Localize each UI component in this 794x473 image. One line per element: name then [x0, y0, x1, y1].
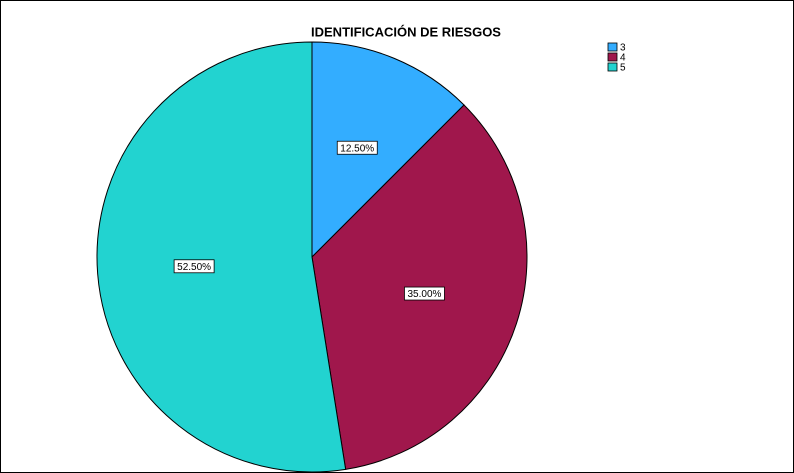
legend-swatch: [607, 62, 618, 72]
data-label-box: [404, 286, 445, 301]
data-label: 52.50%: [177, 262, 211, 273]
data-label-box: [173, 259, 215, 274]
legend-label: 3: [620, 43, 626, 54]
legend-label: 5: [620, 63, 626, 74]
legend-label: 4: [620, 53, 626, 64]
data-label-box: [336, 140, 378, 155]
pie-slice: [311, 41, 465, 259]
data-label: 35.00%: [408, 289, 442, 300]
legend-swatch: [607, 52, 618, 62]
data-label: 12.50%: [340, 143, 374, 154]
pie-slice: [96, 41, 347, 473]
chart-title: IDENTIFICACIÓN DE RIESGOS: [311, 24, 501, 39]
legend-swatch: [607, 42, 618, 52]
